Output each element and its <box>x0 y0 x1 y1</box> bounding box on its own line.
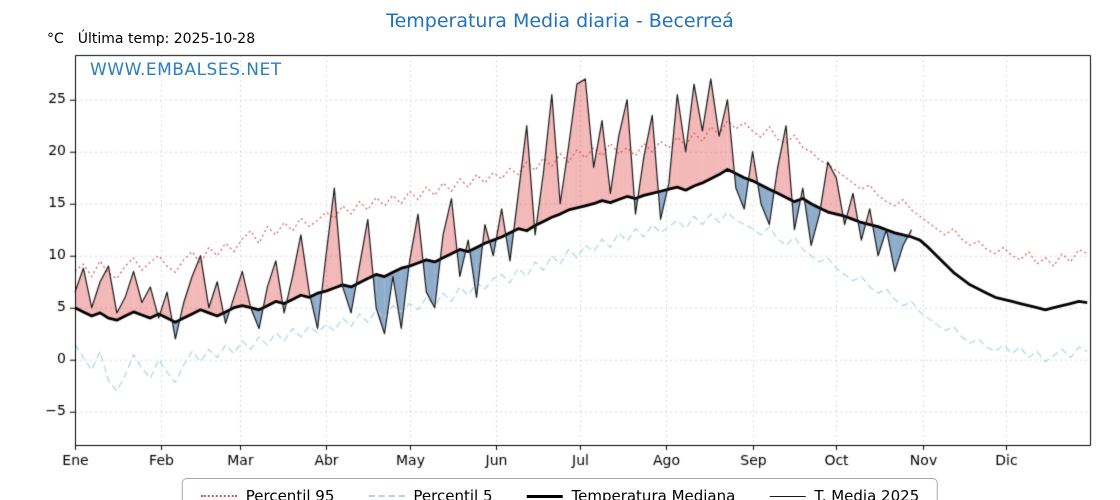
legend-label-t-media-2025: T. Media 2025 <box>814 487 920 500</box>
y-axis-unit-label: °C <box>47 31 64 47</box>
t-media-2025-line-icon <box>769 495 806 497</box>
temperatura-mediana-line-icon <box>526 494 563 498</box>
percentil-5-line-icon <box>368 495 405 497</box>
legend-item-temperatura-mediana: Temperatura Mediana <box>526 487 735 500</box>
legend-label-percentil-95: Percentil 95 <box>245 487 335 500</box>
legend-label-percentil-5: Percentil 5 <box>413 487 493 500</box>
legend-label-temperatura-mediana: Temperatura Mediana <box>571 487 736 500</box>
legend-item-percentil-5: Percentil 5 <box>368 487 492 500</box>
watermark-text: WWW.EMBALSES.NET <box>90 60 282 80</box>
legend: Percentil 95 Percentil 5 Temperatura Med… <box>181 478 939 500</box>
legend-item-percentil-95: Percentil 95 <box>200 487 335 500</box>
percentil-95-line-icon <box>200 495 237 497</box>
last-temp-label: Última temp: 2025-10-28 <box>77 31 256 47</box>
page-title: Temperatura Media diaria - Becerreá <box>386 10 734 32</box>
legend-item-t-media-2025: T. Media 2025 <box>769 487 919 500</box>
chart-corner-info: °C Última temp: 2025-10-28 <box>47 31 255 47</box>
